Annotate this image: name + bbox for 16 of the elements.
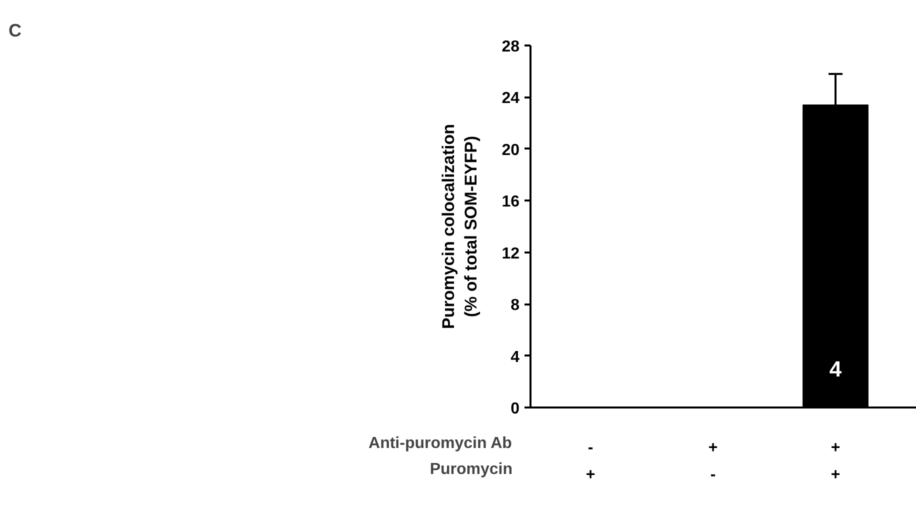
annotation: 4 — [829, 356, 842, 382]
y-tick-label: 0 — [510, 400, 520, 418]
y-axis-title: Puromycin colocalization (% of total SOM-EYFP) — [438, 124, 481, 329]
text: Anti-puromycin Ab — [368, 435, 512, 452]
y-tick-label: 20 — [502, 142, 520, 159]
y-tick-label: 28 — [502, 38, 520, 56]
x-tick-label: - + — [586, 440, 596, 484]
text: C — [8, 20, 22, 40]
y-tick-label: 4 — [510, 348, 520, 366]
text: Puromycin — [430, 461, 512, 478]
y-tick-label: 24 — [502, 90, 520, 108]
x-tick-label: + + — [830, 440, 840, 484]
y-tick-label: 16 — [502, 194, 520, 211]
y-tick-label: 8 — [510, 297, 520, 314]
x-tick-label: + - — [708, 440, 718, 484]
y-tick-label: 12 — [502, 245, 520, 262]
